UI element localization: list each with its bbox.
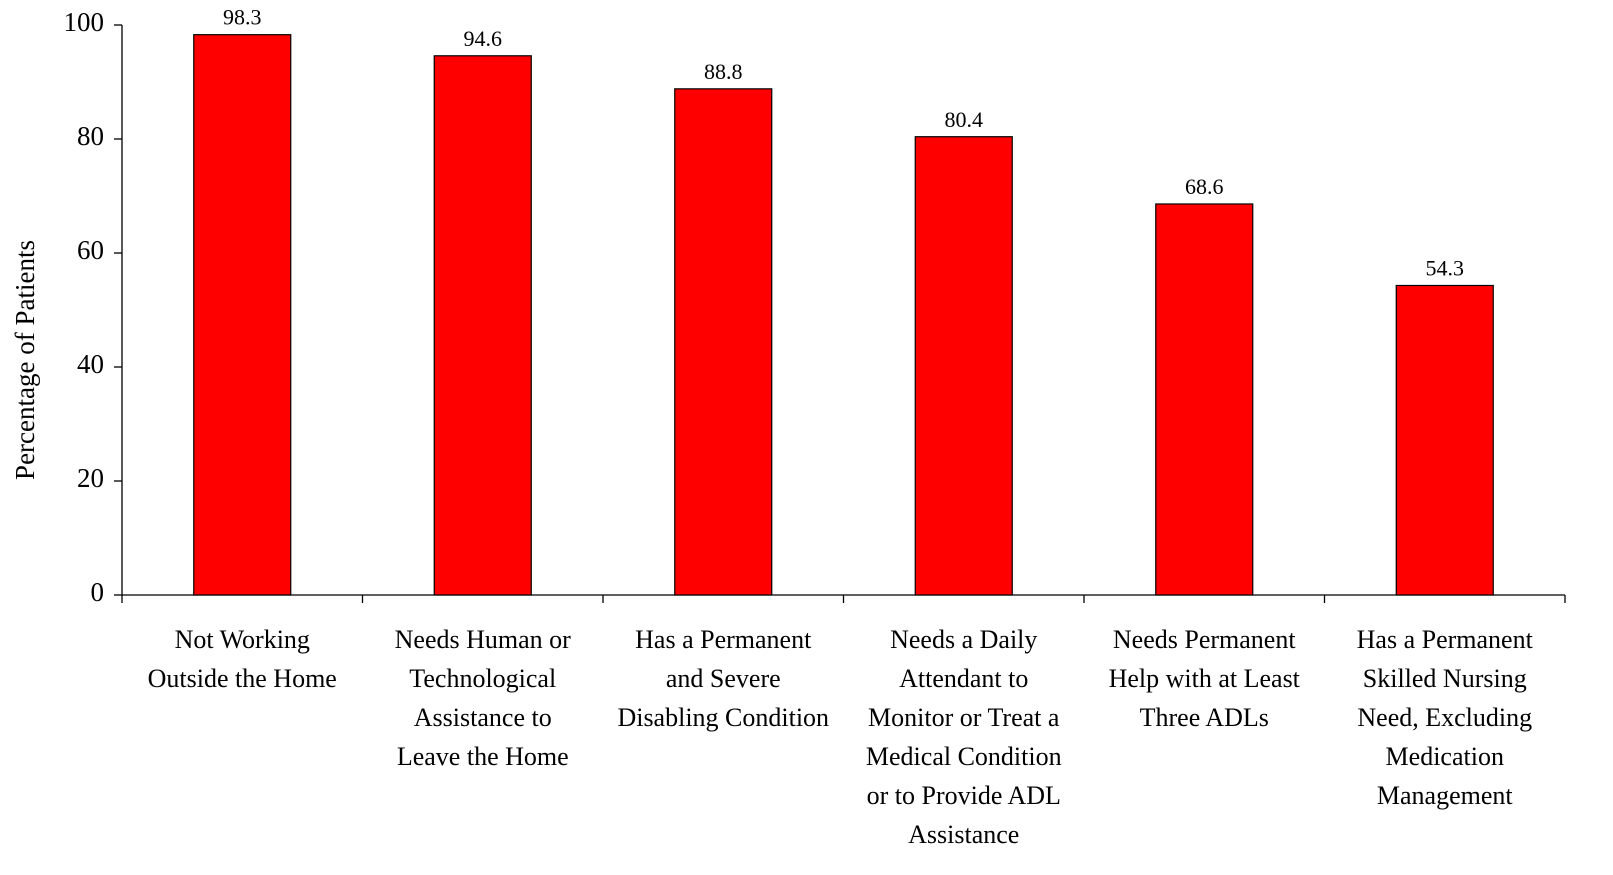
bar: [433, 55, 532, 596]
value-label: 98.3: [223, 5, 262, 30]
bar: [193, 34, 292, 596]
x-tick-label: Need, Excluding: [1357, 703, 1532, 732]
value-label: 94.6: [464, 26, 503, 51]
x-tick-label: Assistance to: [414, 703, 552, 732]
x-tick-label: Needs Human or: [395, 625, 572, 654]
x-tick-label: Disabling Condition: [617, 703, 829, 732]
value-label: 80.4: [945, 107, 984, 132]
x-tick-label: Has a Permanent: [1357, 625, 1534, 654]
bar: [674, 88, 773, 596]
value-label: 88.8: [704, 59, 743, 84]
x-tick-label: Not Working: [175, 625, 310, 654]
y-tick-label: 0: [91, 577, 105, 607]
y-tick-label: 20: [77, 463, 104, 493]
bar: [1155, 203, 1254, 596]
value-label: 68.6: [1185, 174, 1224, 199]
y-tick-label: 60: [77, 235, 104, 265]
x-tick-label: Needs Permanent: [1113, 625, 1296, 654]
bar: [914, 136, 1013, 596]
bar: [1395, 284, 1494, 596]
x-tick-label: Leave the Home: [397, 742, 569, 771]
x-tick-label: Attendant to: [899, 664, 1028, 693]
x-tick-label: Medical Condition: [866, 742, 1062, 771]
x-tick-label: Medication: [1386, 742, 1504, 771]
x-tick-label: Three ADLs: [1140, 703, 1269, 732]
y-axis-label: Percentage of Patients: [10, 240, 40, 480]
x-tick-label: and Severe: [666, 664, 781, 693]
x-tick-label: Assistance: [908, 820, 1019, 849]
x-tick-label: Outside the Home: [148, 664, 337, 693]
value-label: 54.3: [1426, 256, 1465, 281]
x-tick-label: or to Provide ADL: [867, 781, 1061, 810]
x-tick-label: Management: [1377, 781, 1514, 810]
y-tick-label: 100: [64, 7, 105, 37]
y-tick-label: 80: [77, 121, 104, 151]
x-tick-label: Has a Permanent: [635, 625, 812, 654]
x-tick-label: Monitor or Treat a: [868, 703, 1060, 732]
x-tick-label: Needs a Daily: [890, 625, 1037, 654]
x-tick-label: Technological: [409, 664, 556, 693]
x-tick-label: Skilled Nursing: [1363, 664, 1527, 693]
x-tick-label: Help with at Least: [1109, 664, 1301, 693]
y-tick-label: 40: [77, 349, 104, 379]
